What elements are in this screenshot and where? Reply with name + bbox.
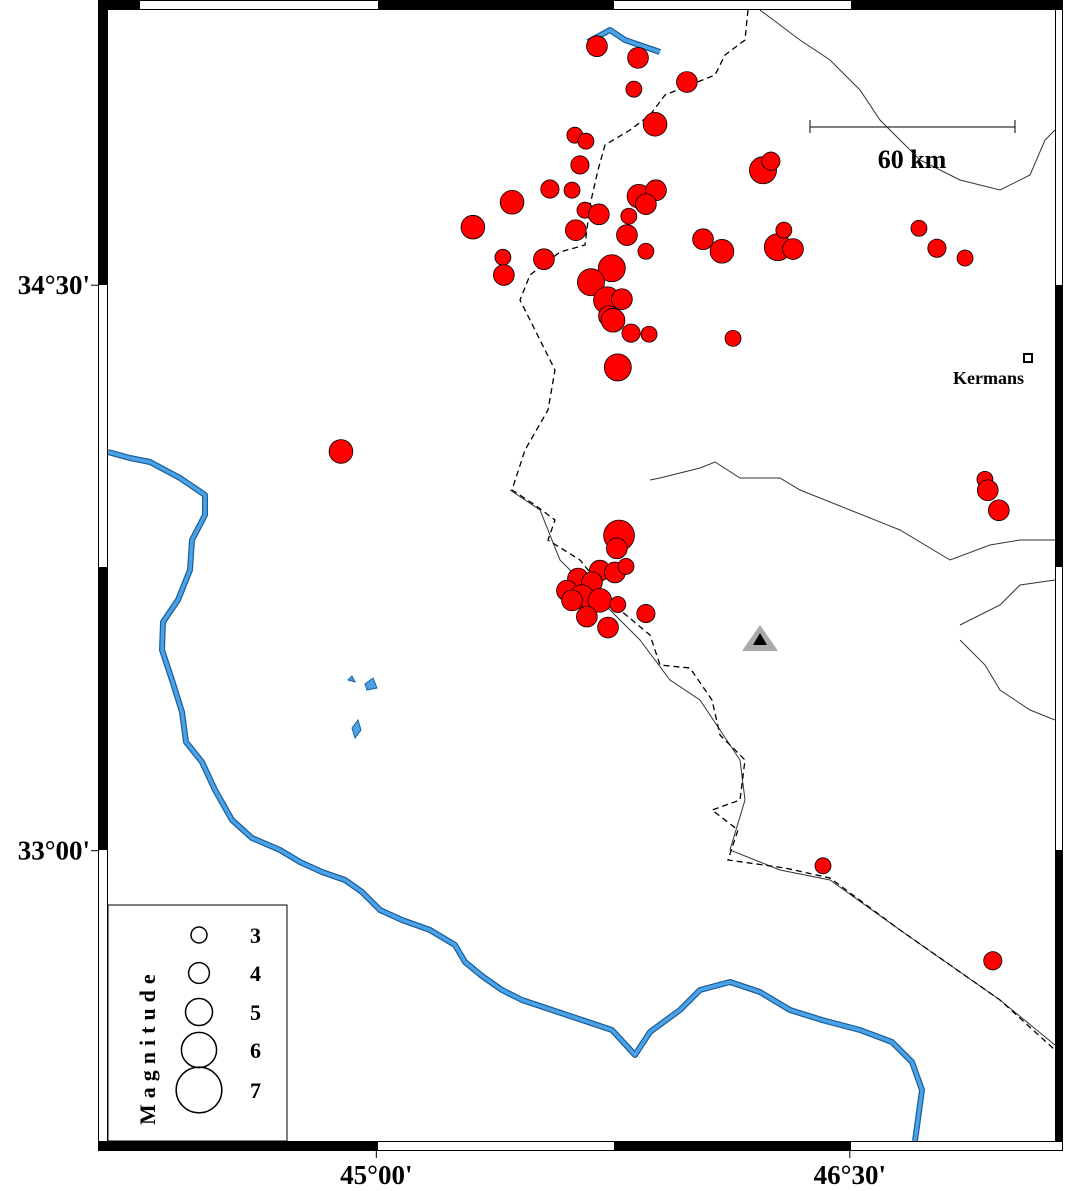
event [570, 155, 590, 175]
event [782, 238, 804, 260]
event [709, 239, 735, 264]
frame-band [1056, 567, 1062, 850]
event [927, 238, 947, 258]
event [597, 616, 619, 639]
legend-label: 4 [250, 961, 261, 986]
event [611, 288, 633, 310]
scale-bar: 60 km [809, 120, 1016, 174]
event [460, 214, 486, 240]
event [621, 323, 641, 343]
legend-label: 3 [250, 923, 261, 948]
event [635, 193, 657, 215]
frame-band [99, 850, 107, 1141]
event [597, 254, 626, 283]
station [753, 633, 767, 645]
x-tick-label: 45°00' [340, 1160, 412, 1190]
event [910, 219, 928, 237]
event [724, 329, 742, 347]
legend-label: 7 [250, 1078, 261, 1103]
legend-label: 5 [250, 1000, 261, 1025]
event [499, 190, 525, 215]
event [603, 353, 632, 382]
basemap: Kermans [108, 10, 1055, 1141]
city-label: Kermans [953, 368, 1024, 388]
event [616, 224, 638, 246]
event [576, 605, 598, 628]
legend-box [107, 904, 288, 1142]
legend-title: Magnitude [135, 968, 160, 1125]
event [676, 71, 698, 93]
y-tick-label: 33°00' [18, 836, 90, 866]
event [588, 203, 610, 226]
event [533, 248, 555, 270]
border-line [511, 10, 1055, 1051]
event [577, 132, 595, 150]
frame-band [99, 285, 107, 567]
province-line [509, 10, 1055, 1046]
event [814, 857, 832, 875]
event [983, 951, 1003, 971]
event [761, 151, 781, 171]
event [640, 325, 658, 343]
event [617, 558, 635, 575]
event [775, 221, 793, 239]
legend-label: 6 [250, 1038, 261, 1063]
legend-circle [175, 1066, 223, 1114]
event [642, 111, 668, 137]
legend-circle [184, 997, 214, 1027]
frame-band [1056, 10, 1062, 285]
scale-line [809, 120, 1016, 133]
event [956, 249, 974, 267]
event [620, 207, 638, 225]
x-tick-label: 46°30' [814, 1160, 886, 1190]
event [586, 35, 608, 57]
event [627, 47, 649, 69]
legend-circle [187, 961, 211, 985]
event [976, 479, 999, 502]
frame-band [140, 1, 378, 9]
event [494, 248, 512, 266]
legend-circle [190, 926, 208, 944]
event [565, 219, 587, 241]
event [577, 268, 605, 297]
event [563, 181, 581, 199]
lake [347, 675, 378, 740]
event [606, 537, 628, 560]
event [609, 596, 627, 613]
event [328, 439, 354, 464]
event [988, 499, 1010, 522]
event [540, 179, 560, 199]
event [561, 589, 583, 612]
scale-label: 60 km [878, 145, 947, 174]
frame-band [614, 1, 851, 9]
events [328, 35, 1010, 971]
event [636, 604, 656, 624]
event [637, 242, 655, 260]
event [600, 308, 626, 333]
frame-band [378, 1142, 614, 1150]
y-tick-label: 34°30' [18, 270, 90, 300]
city-marker [1023, 353, 1033, 363]
event [692, 228, 714, 251]
event [493, 264, 515, 286]
frame-band [851, 1142, 1062, 1150]
event [625, 80, 643, 98]
